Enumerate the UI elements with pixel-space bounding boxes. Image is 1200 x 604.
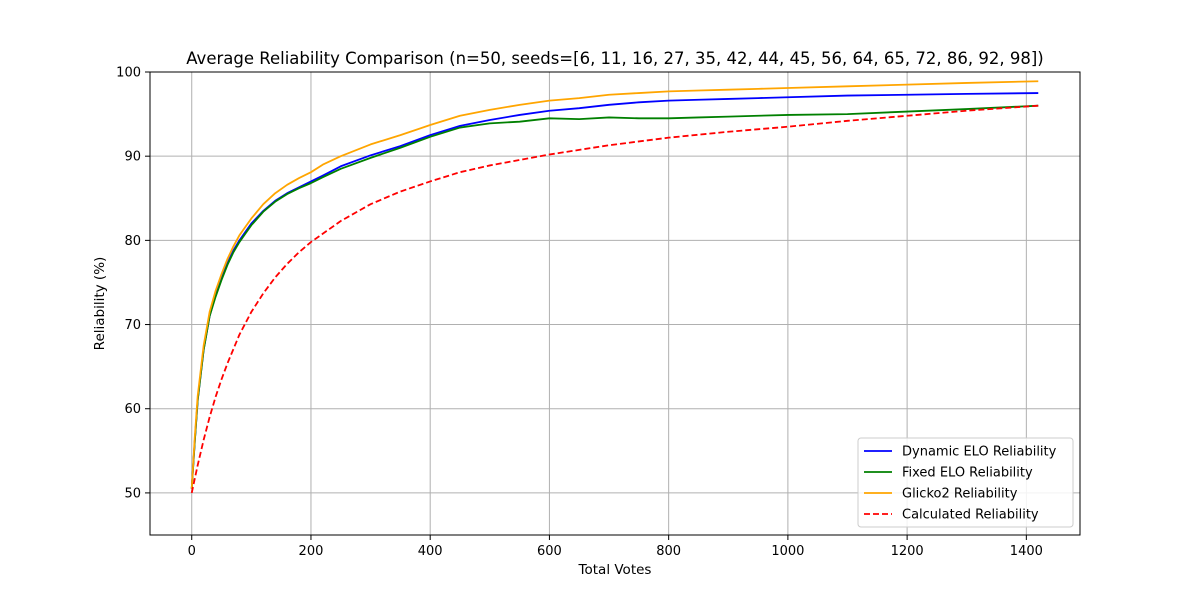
x-tick-label: 800 (656, 544, 681, 559)
chart-title: Average Reliability Comparison (n=50, se… (186, 49, 1044, 68)
y-tick-label: 80 (124, 234, 141, 249)
x-tick-label: 200 (299, 544, 324, 559)
series-line-fixed-elo-reliability (190, 104, 1039, 489)
legend-label: Calculated Reliability (902, 508, 1039, 523)
legend-label: Glicko2 Reliability (902, 487, 1018, 502)
series-lines (190, 80, 1039, 494)
x-axis-label: Total Votes (578, 562, 652, 578)
series-line-glicko2-reliability (190, 80, 1039, 489)
legend-box (857, 437, 1074, 528)
x-tick-label: 0 (188, 544, 196, 559)
x-tick-label: 400 (418, 544, 443, 559)
y-tick-label: 100 (116, 66, 141, 81)
y-tick-label: 50 (124, 486, 141, 501)
y-axis-label: Reliability (%) (92, 257, 108, 351)
y-tick-label: 60 (124, 402, 141, 417)
legend-label: Dynamic ELO Reliability (902, 445, 1057, 460)
plot-frame (149, 71, 1081, 536)
y-tick-label: 70 (124, 318, 141, 333)
x-tick-label: 1400 (1010, 544, 1043, 559)
axis-ticks: 0 200 400 600 800 1000 1200 1400 50 60 70 80 90 100 (116, 66, 1043, 560)
y-tick-label: 90 (124, 150, 141, 165)
series-line-calculated-reliability (190, 104, 1039, 494)
x-tick-label: 1200 (891, 544, 924, 559)
x-tick-label: 1000 (771, 544, 804, 559)
legend-label: Fixed ELO Reliability (902, 466, 1033, 481)
legend: Dynamic ELO Reliability Fixed ELO Reliabi… (857, 437, 1074, 528)
x-tick-label: 600 (537, 544, 562, 559)
